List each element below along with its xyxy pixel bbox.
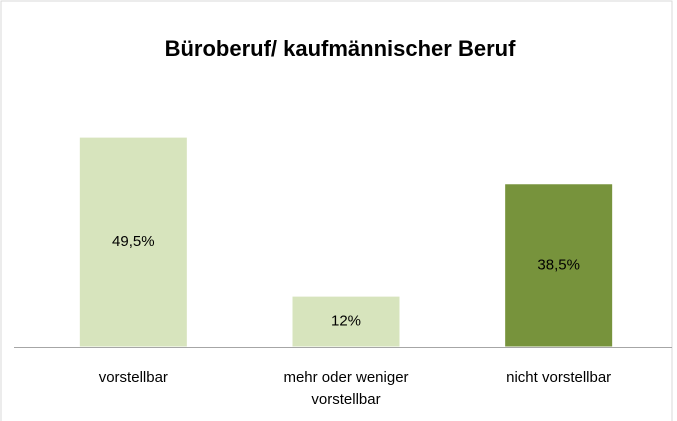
data-label: 12% bbox=[331, 313, 361, 330]
data-label: 38,5% bbox=[537, 256, 580, 273]
data-label: 49,5% bbox=[112, 233, 155, 250]
x-tick-label: vorstellbar bbox=[98, 369, 168, 386]
bar bbox=[291, 295, 401, 348]
chart-title: Büroberuf/ kaufmännischer Beruf bbox=[165, 36, 517, 61]
x-tick-label: mehr oder weniger vorstellbar bbox=[283, 369, 409, 408]
x-tick-label: nicht vorstellbar bbox=[506, 369, 612, 386]
